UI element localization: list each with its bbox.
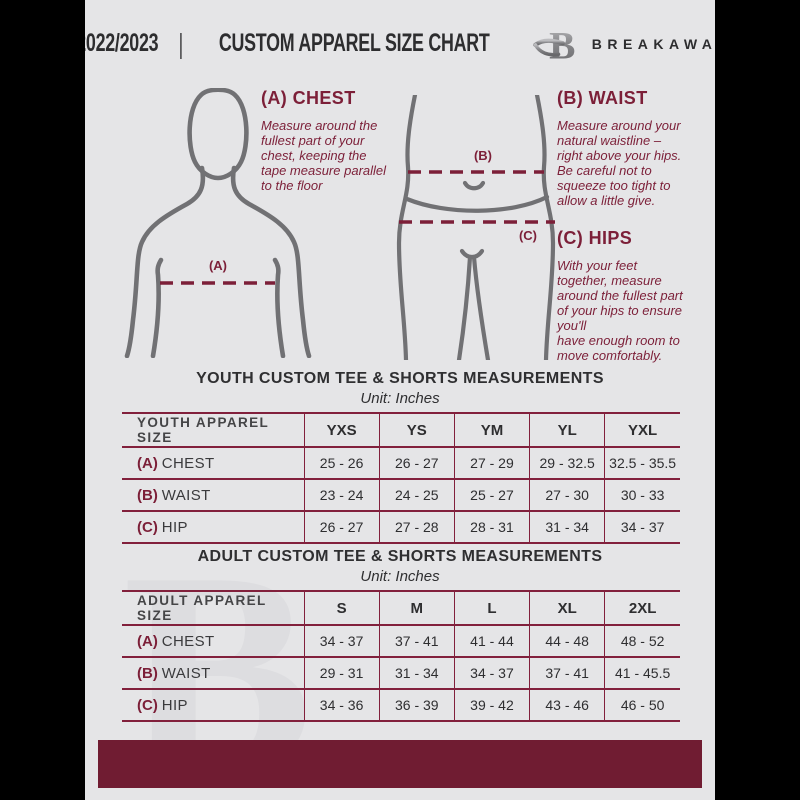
measurement-cell: 43 - 46 (529, 688, 605, 722)
row-label: (C) HIP (122, 510, 304, 544)
measurement-cell: 27 - 28 (378, 510, 455, 544)
measurement-cell: 37 - 41 (378, 624, 455, 658)
size-header: S (303, 590, 380, 626)
measurement-cell: 28 - 31 (453, 510, 530, 544)
row-label: (B) WAIST (122, 656, 304, 690)
measurement-cell: 31 - 34 (378, 656, 455, 690)
measurement-cell: 46 - 50 (604, 688, 680, 722)
measurement-cell: 34 - 37 (453, 656, 530, 690)
measurement-cell: 25 - 27 (453, 478, 530, 512)
measurement-cell: 27 - 30 (529, 478, 605, 512)
brand-name: BREAKAWAY (591, 36, 715, 52)
row-marker: (A) (137, 632, 158, 650)
waist-guide-text: Measure around your natural waistline – … (557, 118, 682, 209)
measurement-cell: 44 - 48 (529, 624, 605, 658)
hips-marker-label: (C) (518, 228, 538, 243)
row-label: (C) HIP (122, 688, 304, 722)
row-label: (A) CHEST (122, 446, 304, 480)
season-label: 2022/2023 (85, 29, 159, 58)
measurement-cell: 23 - 24 (303, 478, 380, 512)
size-header: L (453, 590, 530, 626)
size-header: 2XL (604, 590, 680, 626)
header-divider: | (178, 27, 183, 59)
hips-guide-heading: (C) HIPS (557, 228, 633, 248)
row-marker: (B) (137, 486, 158, 504)
adult-unit-label: Unit: Inches (360, 568, 440, 585)
measurement-cell: 32.5 - 35.5 (604, 446, 680, 480)
measurement-cell: 39 - 42 (453, 688, 530, 722)
youth-size-table: YOUTH APPAREL SIZE YXS YS YM YL YXL (A) … (122, 412, 680, 544)
row-marker: (B) (137, 664, 158, 682)
hips-guide-block: (C) HIPS With your feet together, measur… (557, 228, 715, 364)
table-row: (B) WAIST 29 - 31 31 - 34 34 - 37 37 - 4… (122, 656, 680, 690)
table-header-row: YOUTH APPAREL SIZE YXS YS YM YL YXL (122, 412, 680, 448)
measurement-cell: 36 - 39 (378, 688, 455, 722)
measurement-cell: 31 - 34 (529, 510, 605, 544)
measurement-cell: 29 - 32.5 (529, 446, 605, 480)
size-header: YXL (604, 412, 680, 448)
waist-guide-block: (B) WAIST Measure around your natural wa… (557, 88, 715, 208)
row-label: (B) WAIST (122, 478, 304, 512)
waist-marker-label: (B) (473, 148, 493, 163)
measurement-cell: 41 - 45.5 (604, 656, 680, 690)
bottom-accent-bar (98, 740, 702, 788)
measurement-cell: 41 - 44 (453, 624, 530, 658)
hips-guide-text: With your feet together, measure around … (557, 258, 683, 364)
size-chart-page: 2022/2023 | CUSTOM APPAREL SIZE CHART B … (85, 0, 715, 800)
table-row: (C) HIP 34 - 36 36 - 39 39 - 42 43 - 46 … (122, 688, 680, 722)
measurement-cell: 26 - 27 (303, 510, 380, 544)
row-marker: (A) (137, 454, 158, 472)
measurement-cell: 34 - 36 (303, 688, 380, 722)
measurement-cell: 48 - 52 (604, 624, 680, 658)
size-header: YM (453, 412, 530, 448)
measurement-cell: 34 - 37 (303, 624, 380, 658)
measurement-cell: 34 - 37 (604, 510, 680, 544)
row-marker: (C) (137, 518, 158, 536)
table-row: (A) CHEST 34 - 37 37 - 41 41 - 44 44 - 4… (122, 624, 680, 658)
adult-size-table: ADULT APPAREL SIZE S M L XL 2XL (A) CHES… (122, 590, 680, 722)
youth-size-column-label: YOUTH APPAREL SIZE (122, 412, 304, 448)
row-label: (A) CHEST (122, 624, 304, 658)
waist-guide-heading: (B) WAIST (557, 88, 648, 108)
adult-section-title: ADULT CUSTOM TEE & SHORTS MEASUREMENTS (197, 548, 603, 565)
measurement-cell: 30 - 33 (604, 478, 680, 512)
breakaway-b-logo-icon: B (533, 24, 575, 66)
page-title: CUSTOM APPAREL SIZE CHART (219, 29, 490, 58)
table-row: (B) WAIST 23 - 24 24 - 25 25 - 27 27 - 3… (122, 478, 680, 512)
chest-guide-heading: (A) CHEST (261, 88, 356, 108)
measurement-cell: 27 - 29 (453, 446, 530, 480)
measurement-cell: 29 - 31 (303, 656, 380, 690)
table-header-row: ADULT APPAREL SIZE S M L XL 2XL (122, 590, 680, 626)
chest-guide-text: Measure around the fullest part of your … (261, 118, 387, 194)
page-header: 2022/2023 | CUSTOM APPAREL SIZE CHART B … (85, 18, 715, 70)
waist-hips-figure-illustration (396, 95, 556, 360)
size-header: YL (529, 412, 605, 448)
measurement-cell: 24 - 25 (378, 478, 455, 512)
youth-unit-label: Unit: Inches (360, 390, 440, 407)
size-header: M (378, 590, 455, 626)
measurement-cell: 25 - 26 (303, 446, 380, 480)
size-header: YS (378, 412, 455, 448)
chest-guide-block: (A) CHEST Measure around the fullest par… (261, 88, 456, 193)
table-row: (C) HIP 26 - 27 27 - 28 28 - 31 31 - 34 … (122, 510, 680, 544)
adult-size-column-label: ADULT APPAREL SIZE (122, 590, 304, 626)
youth-section-title: YOUTH CUSTOM TEE & SHORTS MEASUREMENTS (196, 370, 604, 387)
row-marker: (C) (137, 696, 158, 714)
chest-figure-illustration (124, 88, 312, 358)
size-header: YXS (303, 412, 380, 448)
measurement-cell: 26 - 27 (378, 446, 455, 480)
chest-marker-label: (A) (208, 258, 228, 273)
measurement-cell: 37 - 41 (529, 656, 605, 690)
measuring-guide: (A) (B) (C) (A) CHEST Measure around the… (85, 0, 715, 370)
size-header: XL (529, 590, 605, 626)
table-row: (A) CHEST 25 - 26 26 - 27 27 - 29 29 - 3… (122, 446, 680, 480)
